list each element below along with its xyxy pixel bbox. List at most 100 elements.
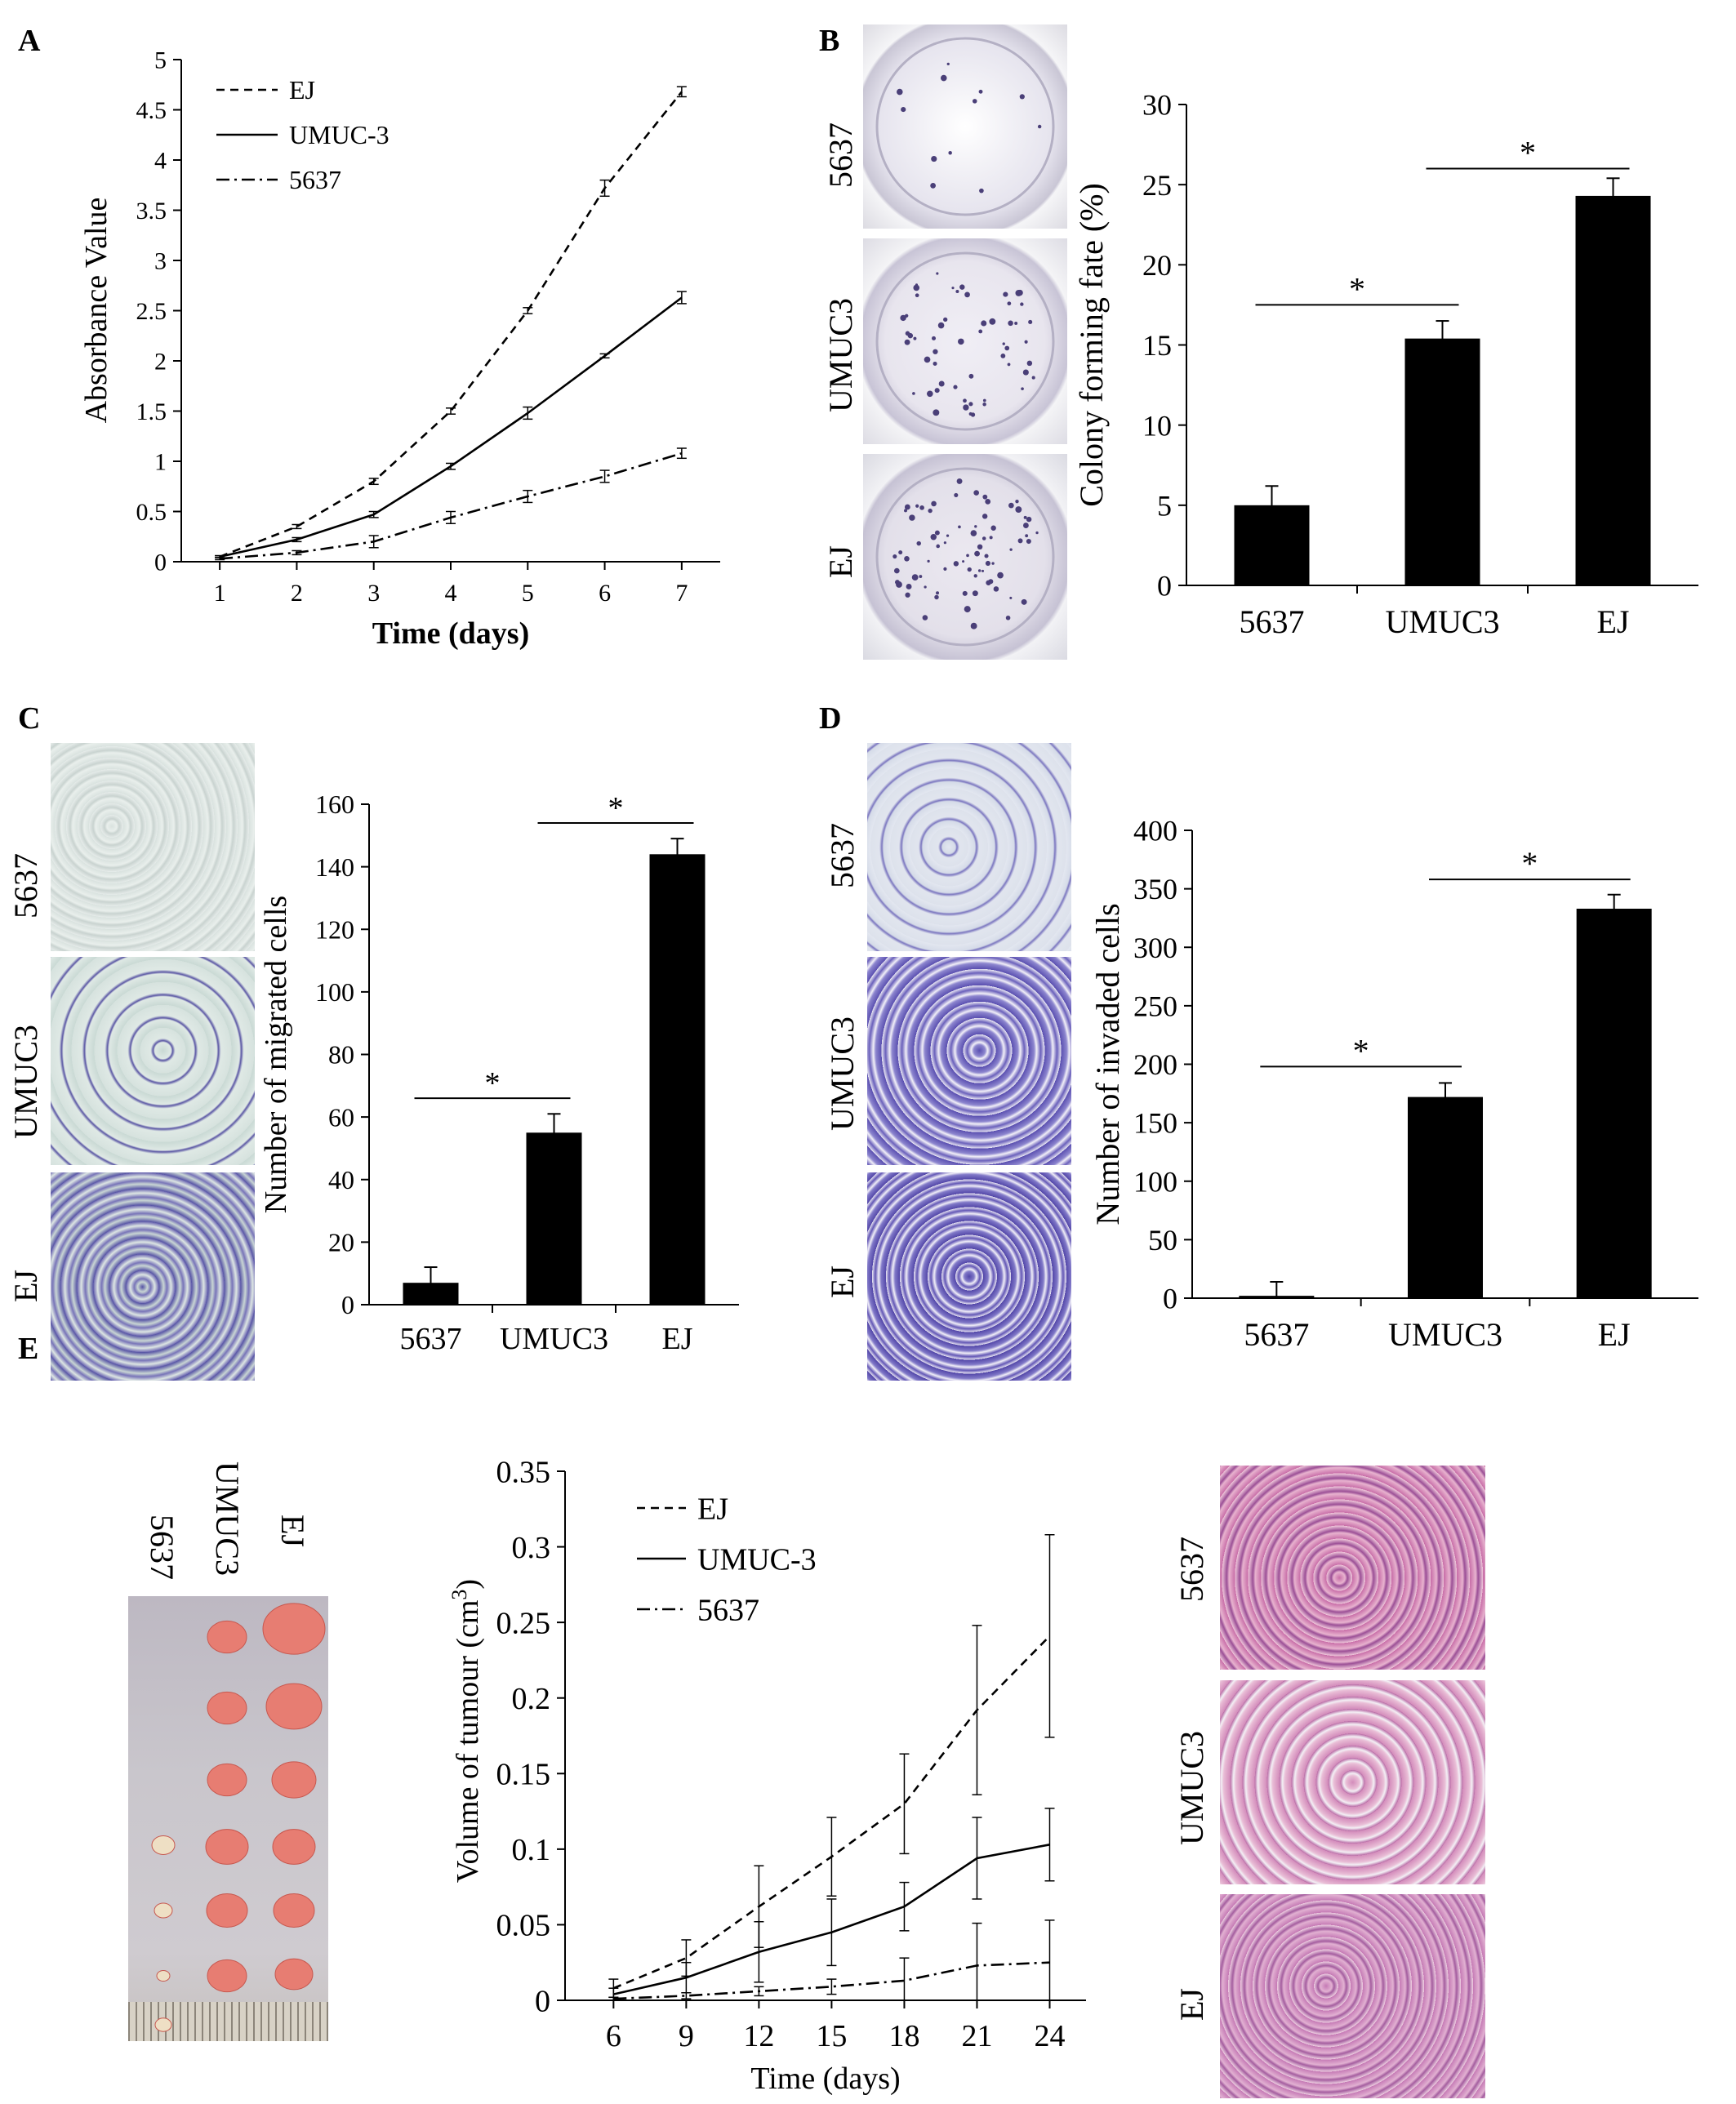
chart-e-y-tick-label: 0.35 [496, 1455, 551, 1489]
colony-dot [928, 508, 933, 514]
tumour-nodule-0-5 [154, 2017, 172, 2032]
colony-dot [912, 392, 915, 395]
colony-dot [1007, 301, 1012, 306]
colony-dot [901, 107, 906, 113]
colony-dot [1021, 598, 1027, 605]
invasion-photo-ej [867, 1172, 1071, 1381]
colony-dot [931, 155, 937, 162]
chart-e-legend-label-0: EJ [697, 1492, 728, 1526]
tumour-nodule-2-5 [274, 1958, 314, 1991]
chart-a-x-tick-label: 5 [522, 580, 534, 607]
chart-d-y-tick-label: 300 [1133, 932, 1177, 964]
colony-dot [1031, 376, 1035, 380]
tumour-nodule-0-3 [154, 1902, 173, 1919]
colony-dot [904, 556, 910, 562]
colony-dot [919, 575, 923, 579]
colony-dot [904, 339, 910, 345]
chart-c-y-tick-label: 0 [341, 1290, 354, 1319]
panel-letter-e: E [18, 1332, 39, 1366]
colony-dot [1028, 319, 1033, 325]
colony-dot [934, 388, 940, 394]
colony-dot [905, 592, 910, 598]
colony-dot [940, 74, 947, 82]
chart-a-x-tick-label: 2 [291, 580, 303, 607]
chart-a-x-tick-label: 4 [445, 580, 457, 607]
chart-d-category-label-1: UMUC3 [1388, 1316, 1502, 1353]
colony-dot [892, 554, 897, 559]
colony-dot [915, 504, 919, 508]
colony-dot [905, 314, 909, 318]
colony-dot [1022, 369, 1029, 376]
colony-dot [1021, 387, 1024, 391]
tumour-nodule-2-1 [265, 1683, 323, 1730]
chart-a-y-tick-label: 1 [154, 449, 167, 476]
colony-dot [962, 560, 965, 563]
colony-dot [933, 349, 938, 354]
histology-label-5637: 5637 [1173, 1537, 1210, 1602]
colony-dot [905, 331, 910, 336]
chart-b-bar-2 [1575, 195, 1651, 585]
colony-dot [894, 567, 900, 574]
chart-d-bar-2 [1576, 908, 1652, 1298]
chart-b-y-tick-label: 30 [1142, 89, 1172, 122]
tumour-nodule-2-2 [271, 1761, 317, 1799]
colony-dot [966, 554, 969, 558]
tumour-nodule-0-4 [156, 1969, 171, 1982]
chart-a-y-tick-label: 0.5 [136, 499, 167, 526]
colony-dot [978, 329, 983, 334]
colony-dot [924, 356, 931, 363]
chart-d-category-label-0: 5637 [1244, 1316, 1309, 1353]
chart-a-legend-label-1: UMUC-3 [289, 120, 389, 149]
chart-e-y-tick-label: 0.3 [512, 1531, 551, 1565]
colony-dot [989, 536, 993, 540]
histology-photo-5637 [1220, 1466, 1485, 1670]
tumour-nodule-2-0 [262, 1603, 326, 1655]
colony-dot [933, 409, 940, 416]
colony-dot [982, 514, 988, 519]
migration-photo-ej [51, 1172, 255, 1381]
colony-dot [964, 606, 971, 613]
histology-label-ej: EJ [1173, 1988, 1210, 2021]
colony-plate-rim-2 [875, 467, 1055, 647]
histology-label-umuc3: UMUC3 [1173, 1730, 1210, 1845]
chart-b-y-tick-label: 20 [1142, 249, 1172, 282]
colony-dot [1023, 515, 1027, 519]
colony-dot [1026, 516, 1032, 523]
chart-e-y-tick-label: 0 [535, 1984, 550, 2018]
colony-dot [938, 380, 945, 387]
chart-a-x-tick-label: 6 [599, 580, 611, 607]
colony-photo-5637 [863, 24, 1067, 229]
chart-e-x-axis-label: Time (days) [750, 2062, 900, 2096]
histology-photo-umuc3 [1220, 1680, 1485, 1884]
colony-dot [959, 284, 965, 290]
migration-photo-umuc3 [51, 957, 255, 1165]
chart-e-legend-label-1: UMUC-3 [697, 1542, 817, 1577]
colony-dot [1020, 302, 1024, 306]
colony-dot [993, 586, 999, 592]
colony-dot [970, 622, 977, 629]
chart-c-y-tick-label: 80 [328, 1040, 354, 1070]
colony-dot [919, 505, 924, 510]
colony-dot [974, 550, 980, 557]
chart-e-x-tick-label: 6 [606, 2019, 621, 2053]
colony-dot [924, 585, 927, 589]
colony-dot [1002, 342, 1005, 345]
chart-c-y-tick-label: 120 [315, 914, 354, 944]
colony-dot [1008, 320, 1013, 327]
chart-d-y-tick-label: 400 [1133, 815, 1177, 847]
colony-dot [930, 182, 937, 189]
colony-dot [972, 99, 977, 104]
colony-dot [930, 533, 937, 540]
colony-dot [943, 317, 948, 322]
colony-dot [979, 188, 984, 193]
colony-dot [991, 562, 995, 565]
chart-b-y-tick-label: 25 [1142, 169, 1172, 202]
tumour-nodule-2-4 [273, 1893, 315, 1928]
chart-c-bar-1 [526, 1132, 582, 1305]
chart-b-y-tick-label: 0 [1157, 570, 1172, 603]
